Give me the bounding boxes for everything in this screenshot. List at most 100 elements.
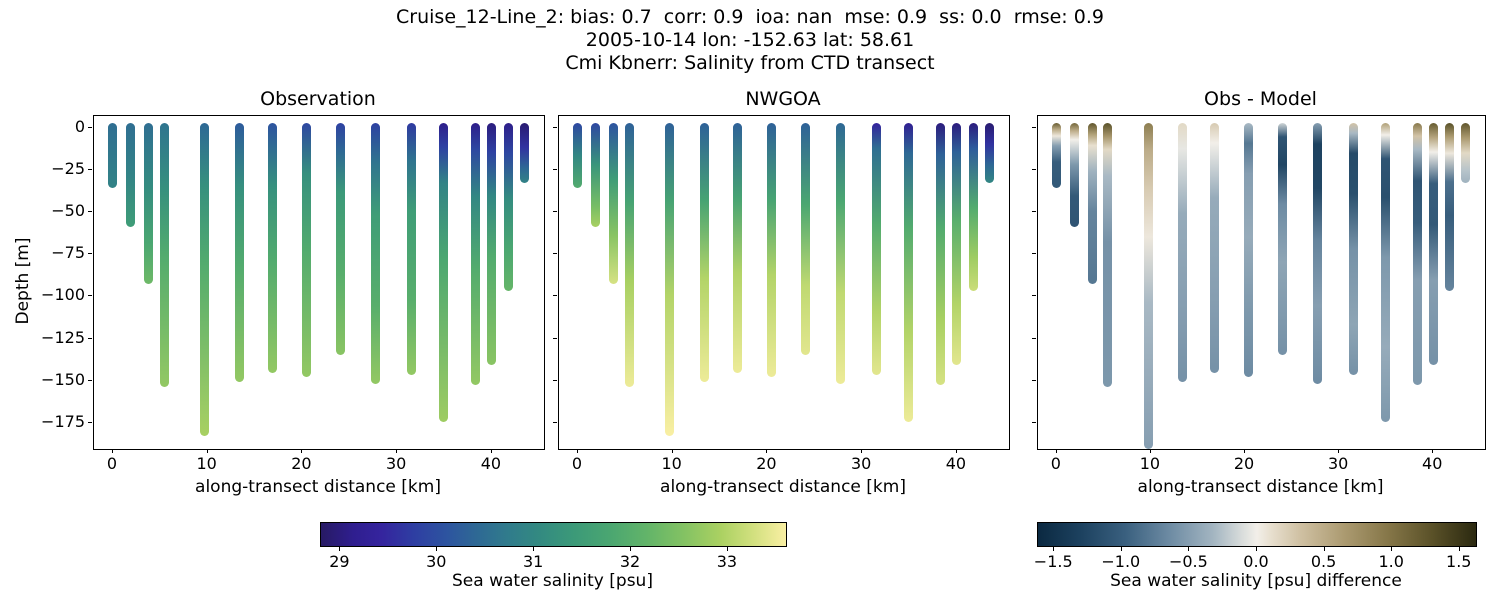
profile-column bbox=[200, 123, 210, 436]
x-tick-label: 20 bbox=[1233, 454, 1255, 473]
x-tick-label: 10 bbox=[661, 454, 682, 473]
y-tick bbox=[88, 337, 92, 339]
profile-column bbox=[144, 123, 154, 285]
profile-column bbox=[665, 123, 675, 436]
y-tick bbox=[553, 337, 557, 339]
profile-column bbox=[1460, 123, 1470, 183]
profile-column bbox=[904, 123, 914, 423]
colorbar-tick bbox=[436, 547, 438, 551]
x-tick-label: 20 bbox=[291, 454, 312, 473]
y-tick-label: −25 bbox=[51, 158, 85, 178]
profile-column bbox=[591, 123, 601, 227]
y-tick bbox=[553, 421, 557, 423]
profile-column bbox=[108, 123, 118, 188]
profile-column bbox=[1143, 123, 1153, 449]
profile-column bbox=[1412, 123, 1422, 386]
profile-column bbox=[267, 123, 277, 374]
panel-title-observation: Observation bbox=[260, 88, 376, 110]
profile-column bbox=[1088, 123, 1098, 285]
y-tick bbox=[553, 211, 557, 213]
colorbar-tick-label: 0.0 bbox=[1243, 552, 1269, 571]
y-tick bbox=[88, 211, 92, 213]
colorbar-tick-label: 29 bbox=[329, 552, 350, 571]
profile-column bbox=[1312, 123, 1322, 384]
profile-column bbox=[609, 123, 619, 285]
profile-column bbox=[1444, 123, 1454, 291]
colorbar-tick bbox=[1120, 547, 1122, 551]
x-tick-label: 30 bbox=[1327, 454, 1349, 473]
y-tick bbox=[553, 379, 557, 381]
colorbar-tick-label: 33 bbox=[716, 552, 738, 571]
x-tick bbox=[301, 449, 303, 453]
axes-obs-model bbox=[1037, 115, 1486, 450]
colorbar-tick-label: 32 bbox=[619, 552, 641, 571]
profile-column bbox=[406, 123, 416, 376]
y-tick-label: −175 bbox=[41, 411, 85, 431]
profile-column bbox=[1348, 123, 1358, 376]
x-tick-label: 10 bbox=[196, 454, 217, 473]
suptitle-line-1: Cruise_12-Line_2: bias: 0.7 corr: 0.9 io… bbox=[396, 6, 1104, 28]
x-tick bbox=[671, 449, 673, 453]
colorbar-tick bbox=[630, 547, 631, 551]
profile-column bbox=[159, 123, 169, 387]
x-tick bbox=[1149, 449, 1151, 453]
y-tick bbox=[1032, 421, 1036, 423]
y-tick-label: −100 bbox=[41, 285, 85, 305]
colorbar-tick bbox=[1053, 547, 1055, 551]
profile-column bbox=[1244, 123, 1254, 377]
colorbar-salinity bbox=[320, 522, 787, 547]
profile-column bbox=[871, 123, 881, 376]
colorbar-tick bbox=[1323, 547, 1325, 551]
y-tick bbox=[553, 168, 557, 170]
colorbar-tick bbox=[1391, 547, 1393, 551]
profile-column bbox=[573, 123, 583, 188]
x-axis-label-nwgoa: along-transect distance [km] bbox=[660, 477, 906, 497]
x-tick-label: 0 bbox=[106, 454, 118, 473]
profile-column bbox=[1428, 123, 1438, 365]
profile-column bbox=[936, 123, 946, 386]
profile-column bbox=[700, 123, 710, 382]
colorbar-tick-label: 1.0 bbox=[1378, 552, 1404, 571]
x-tick bbox=[1055, 449, 1057, 453]
profile-column bbox=[800, 123, 810, 355]
colorbar-tick-label: 30 bbox=[426, 552, 447, 571]
y-tick bbox=[1032, 253, 1036, 255]
x-tick-label: 10 bbox=[1139, 454, 1161, 473]
x-tick-label: 30 bbox=[850, 454, 872, 473]
y-tick bbox=[553, 126, 557, 128]
x-tick bbox=[111, 449, 113, 453]
y-tick-label: −150 bbox=[41, 369, 85, 389]
y-tick bbox=[88, 168, 92, 170]
y-tick-label: 0 bbox=[74, 116, 85, 136]
profile-column bbox=[1103, 123, 1113, 387]
profile-column bbox=[235, 123, 245, 382]
x-tick-label: 0 bbox=[571, 454, 583, 473]
profile-column bbox=[984, 123, 994, 183]
x-tick bbox=[576, 449, 578, 453]
x-tick-label: 40 bbox=[1422, 454, 1443, 473]
colorbar-tick-label: −1.5 bbox=[1033, 552, 1073, 571]
profile-column bbox=[1070, 123, 1080, 227]
x-axis-label-observation: along-transect distance [km] bbox=[195, 477, 441, 497]
x-tick bbox=[396, 449, 398, 453]
x-tick-label: 20 bbox=[756, 454, 777, 473]
x-tick-label: 0 bbox=[1050, 454, 1061, 473]
panel-title-nwgoa: NWGOA bbox=[745, 88, 821, 110]
axes-observation bbox=[93, 115, 545, 450]
profile-column bbox=[471, 123, 481, 386]
profile-column bbox=[835, 123, 845, 384]
x-tick bbox=[206, 449, 208, 453]
x-axis-label-obs-model: along-transect distance [km] bbox=[1137, 477, 1384, 497]
colorbar-tick bbox=[533, 547, 535, 551]
colorbar-difference-label: Sea water salinity [psu] difference bbox=[1110, 571, 1402, 591]
x-tick bbox=[955, 449, 957, 453]
x-tick bbox=[766, 449, 768, 453]
profile-column bbox=[952, 123, 962, 365]
colorbar-salinity-label: Sea water salinity [psu] bbox=[452, 571, 653, 591]
y-tick bbox=[1032, 295, 1036, 297]
profile-column bbox=[126, 123, 136, 227]
y-tick bbox=[88, 126, 92, 128]
x-tick bbox=[1432, 449, 1434, 453]
x-tick bbox=[490, 449, 492, 453]
